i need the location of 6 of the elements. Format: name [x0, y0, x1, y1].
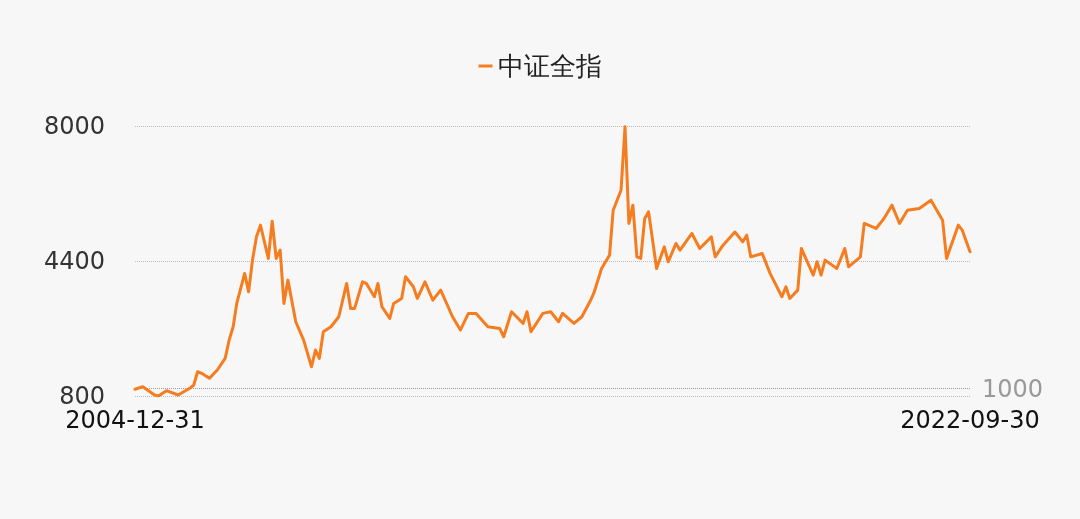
ref-line-label: 1000 — [982, 374, 1044, 403]
y-tick-label: 4400 — [43, 247, 105, 275]
y-tick-label: 8000 — [43, 112, 105, 140]
x-tick-label: 2022-09-30 — [900, 406, 1040, 434]
line-series — [133, 125, 972, 398]
legend-label: 中证全指 — [497, 51, 602, 81]
